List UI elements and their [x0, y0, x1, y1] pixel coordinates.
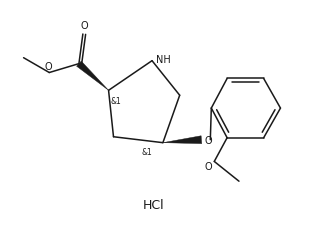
Text: O: O: [80, 21, 88, 31]
Text: &1: &1: [111, 97, 121, 106]
Text: O: O: [205, 162, 212, 172]
Text: &1: &1: [141, 148, 152, 157]
Text: O: O: [44, 61, 52, 72]
Polygon shape: [77, 61, 108, 90]
Polygon shape: [163, 136, 202, 144]
Text: HCl: HCl: [143, 199, 165, 212]
Text: O: O: [204, 136, 212, 146]
Text: NH: NH: [156, 55, 171, 65]
